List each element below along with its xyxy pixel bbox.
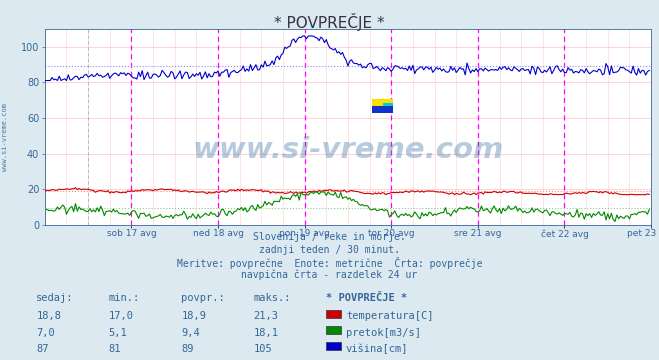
Text: 87: 87 bbox=[36, 344, 49, 354]
Text: pretok[m3/s]: pretok[m3/s] bbox=[346, 328, 421, 338]
Text: * POVPREČJE *: * POVPREČJE * bbox=[326, 293, 407, 303]
Text: Slovenija / reke in morje.: Slovenija / reke in morje. bbox=[253, 232, 406, 242]
Text: www.si-vreme.com: www.si-vreme.com bbox=[192, 136, 503, 165]
Text: 18,1: 18,1 bbox=[254, 328, 279, 338]
Text: 9,4: 9,4 bbox=[181, 328, 200, 338]
Bar bbox=[372, 99, 393, 106]
Text: 105: 105 bbox=[254, 344, 272, 354]
Text: višina[cm]: višina[cm] bbox=[346, 344, 409, 354]
Text: zadnji teden / 30 minut.: zadnji teden / 30 minut. bbox=[259, 245, 400, 255]
Text: Meritve: povprečne  Enote: metrične  Črta: povprečje: Meritve: povprečne Enote: metrične Črta:… bbox=[177, 257, 482, 269]
Text: 89: 89 bbox=[181, 344, 194, 354]
Text: 81: 81 bbox=[109, 344, 121, 354]
Text: 5,1: 5,1 bbox=[109, 328, 127, 338]
Text: maks.:: maks.: bbox=[254, 293, 291, 303]
Text: 17,0: 17,0 bbox=[109, 311, 134, 321]
Text: temperatura[C]: temperatura[C] bbox=[346, 311, 434, 321]
Text: 7,0: 7,0 bbox=[36, 328, 55, 338]
Bar bbox=[372, 106, 393, 113]
Text: sedaj:: sedaj: bbox=[36, 293, 74, 303]
Text: 21,3: 21,3 bbox=[254, 311, 279, 321]
Text: 18,9: 18,9 bbox=[181, 311, 206, 321]
Text: povpr.:: povpr.: bbox=[181, 293, 225, 303]
Text: www.si-vreme.com: www.si-vreme.com bbox=[2, 103, 9, 171]
Text: 18,8: 18,8 bbox=[36, 311, 61, 321]
Bar bbox=[383, 103, 393, 110]
Text: min.:: min.: bbox=[109, 293, 140, 303]
Text: * POVPREČJE *: * POVPREČJE * bbox=[274, 13, 385, 31]
Text: navpična črta - razdelek 24 ur: navpična črta - razdelek 24 ur bbox=[241, 270, 418, 280]
